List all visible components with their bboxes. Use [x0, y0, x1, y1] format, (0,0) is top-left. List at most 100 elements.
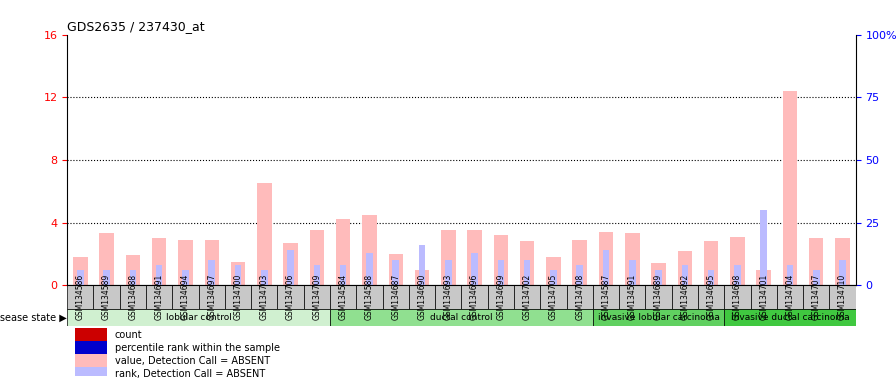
Bar [178, 240, 193, 285]
Bar [494, 235, 508, 285]
Text: invasive ductal carcinoma: invasive ductal carcinoma [730, 313, 849, 322]
Bar [645, 285, 672, 309]
Bar [672, 285, 698, 309]
Bar [251, 285, 278, 309]
Bar [550, 270, 556, 285]
Bar [625, 233, 640, 285]
Bar [603, 250, 609, 285]
Text: GSM134698: GSM134698 [733, 274, 742, 320]
Bar [314, 265, 320, 285]
Bar [777, 285, 803, 309]
Bar [540, 285, 566, 309]
Bar [415, 270, 429, 285]
Bar [682, 265, 688, 285]
Bar [593, 285, 619, 309]
Bar [73, 257, 88, 285]
Text: GSM134703: GSM134703 [260, 274, 269, 320]
Text: GSM134700: GSM134700 [234, 274, 243, 320]
Text: disease state ▶: disease state ▶ [0, 313, 67, 323]
Bar [761, 210, 767, 285]
Text: GSM134705: GSM134705 [549, 274, 558, 320]
Bar [698, 285, 724, 309]
Text: GSM134707: GSM134707 [812, 274, 821, 320]
Text: GSM134591: GSM134591 [628, 274, 637, 320]
Bar [566, 285, 593, 309]
Bar [524, 260, 530, 285]
Bar [392, 260, 399, 285]
Bar [830, 285, 856, 309]
Bar [497, 260, 504, 285]
Bar [261, 270, 268, 285]
Bar [103, 270, 110, 285]
Bar [283, 243, 297, 285]
Bar [278, 285, 304, 309]
Text: GSM134701: GSM134701 [759, 274, 768, 320]
Bar [75, 341, 107, 355]
Bar [357, 285, 383, 309]
Bar [389, 254, 403, 285]
Bar [593, 309, 724, 326]
Bar [77, 270, 83, 285]
Text: GSM134704: GSM134704 [786, 274, 795, 320]
Text: count: count [115, 330, 142, 340]
Bar [730, 237, 745, 285]
Text: GSM134687: GSM134687 [392, 274, 401, 320]
Bar [445, 260, 452, 285]
Bar [235, 265, 241, 285]
Bar [125, 255, 140, 285]
Bar [803, 285, 830, 309]
Text: GSM134696: GSM134696 [470, 274, 479, 320]
Bar [573, 240, 587, 285]
Bar [409, 285, 435, 309]
Text: GSM134691: GSM134691 [155, 274, 164, 320]
Bar [787, 265, 793, 285]
Bar [156, 265, 162, 285]
Bar [120, 285, 146, 309]
Bar [67, 285, 93, 309]
Bar [199, 285, 225, 309]
Bar [704, 241, 719, 285]
Bar [330, 309, 593, 326]
Text: GSM134589: GSM134589 [102, 274, 111, 320]
Text: GSM134710: GSM134710 [838, 274, 847, 320]
Text: ductal control: ductal control [430, 313, 493, 322]
Bar [619, 285, 645, 309]
Text: GSM134689: GSM134689 [654, 274, 663, 320]
Text: GSM134708: GSM134708 [575, 274, 584, 320]
Bar [336, 219, 350, 285]
Bar [330, 285, 357, 309]
Text: GSM134586: GSM134586 [76, 274, 85, 320]
Bar [182, 270, 189, 285]
Bar [756, 270, 771, 285]
Bar [576, 265, 583, 285]
Bar [734, 265, 741, 285]
Bar [304, 285, 330, 309]
Bar [209, 260, 215, 285]
Bar [655, 270, 662, 285]
Bar [231, 262, 246, 285]
Text: GSM134693: GSM134693 [444, 274, 452, 320]
Bar [514, 285, 540, 309]
Bar [93, 285, 120, 309]
Text: GSM134587: GSM134587 [601, 274, 610, 320]
Bar [708, 270, 714, 285]
Text: GSM134697: GSM134697 [207, 274, 216, 320]
Bar [813, 270, 820, 285]
Bar [599, 232, 613, 285]
Bar [441, 230, 455, 285]
Text: GSM134695: GSM134695 [707, 274, 716, 320]
Bar [225, 285, 251, 309]
Bar [840, 260, 846, 285]
Bar [435, 285, 461, 309]
Bar [468, 230, 482, 285]
Bar [724, 285, 751, 309]
Bar [835, 238, 849, 285]
Bar [288, 250, 294, 285]
Bar [340, 265, 347, 285]
Bar [418, 245, 426, 285]
Text: GSM134694: GSM134694 [181, 274, 190, 320]
Bar [152, 238, 167, 285]
Bar [99, 233, 114, 285]
Bar [257, 184, 271, 285]
Text: GSM134709: GSM134709 [313, 274, 322, 320]
